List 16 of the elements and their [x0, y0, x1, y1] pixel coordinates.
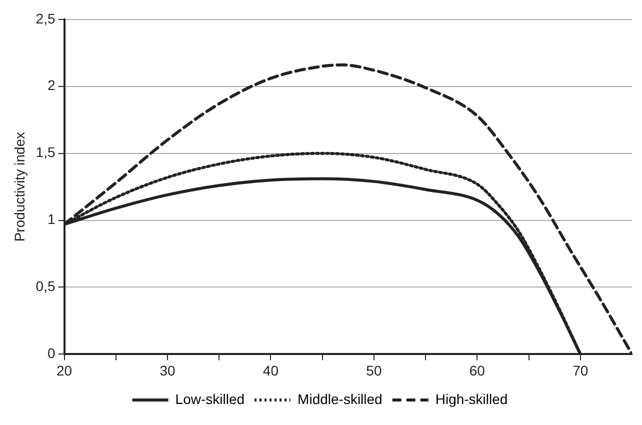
x-tick-label: 20 — [56, 362, 72, 378]
y-tick-label: 1 — [47, 211, 56, 228]
y-tick-label: 0,5 — [36, 278, 56, 294]
x-tick-label: 30 — [160, 362, 176, 378]
y-tick-label: 0 — [47, 345, 56, 362]
y-axis-title: Productivity index — [11, 132, 28, 242]
legend-label: High-skilled — [435, 390, 508, 407]
x-tick-label: 60 — [469, 362, 486, 378]
x-tick-label: 50 — [366, 362, 382, 378]
legend-label: Low-skilled — [175, 390, 245, 407]
y-tick-label: 1,5 — [36, 144, 56, 160]
y-tick-label: 2 — [47, 77, 56, 94]
x-tick-label: 40 — [262, 362, 279, 378]
x-tick-label: 70 — [572, 362, 588, 378]
y-tick-label: 2,5 — [36, 10, 56, 26]
legend-label: Middle-skilled — [298, 390, 382, 407]
